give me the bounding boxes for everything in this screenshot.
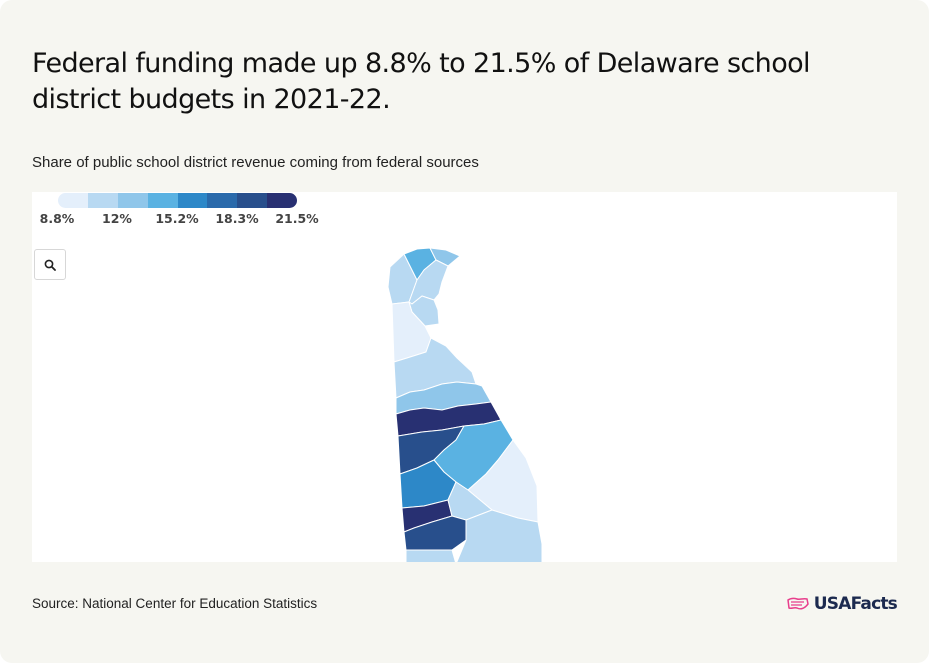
source-note: Source: National Center for Education St… bbox=[32, 596, 318, 611]
chart-subtitle: Share of public school district revenue … bbox=[32, 154, 479, 171]
legend-swatch bbox=[58, 193, 88, 208]
legend-label-3: 15.2% bbox=[155, 211, 199, 226]
legend-swatch bbox=[117, 193, 148, 208]
legend-color-scale bbox=[58, 193, 297, 208]
legend-swatch bbox=[147, 193, 178, 208]
chart-title: Federal funding made up 8.8% to 21.5% of… bbox=[32, 48, 811, 115]
legend-swatch bbox=[177, 193, 208, 208]
us-flag-map-icon bbox=[786, 597, 809, 610]
legend-swatch bbox=[267, 193, 297, 208]
district-region[interactable] bbox=[456, 509, 543, 562]
map-panel[interactable]: 8.8% 12% 15.2% 18.3% 21.5% bbox=[32, 192, 897, 562]
district-region[interactable] bbox=[405, 549, 456, 562]
legend-label-min: 8.8% bbox=[39, 211, 75, 226]
legend-swatch bbox=[207, 193, 238, 208]
legend-label-4: 18.3% bbox=[215, 211, 259, 226]
search-icon bbox=[44, 259, 56, 271]
legend-label-max: 21.5% bbox=[275, 211, 319, 226]
brand-name: USAFacts bbox=[813, 594, 898, 614]
delaware-district-map bbox=[387, 247, 543, 562]
legend-swatch bbox=[87, 193, 118, 208]
zoom-button[interactable] bbox=[34, 249, 66, 280]
district-region[interactable] bbox=[429, 247, 461, 267]
legend-label-2: 12% bbox=[102, 211, 132, 226]
usafacts-logo[interactable]: USAFacts bbox=[786, 594, 898, 614]
legend-swatch bbox=[237, 193, 268, 208]
